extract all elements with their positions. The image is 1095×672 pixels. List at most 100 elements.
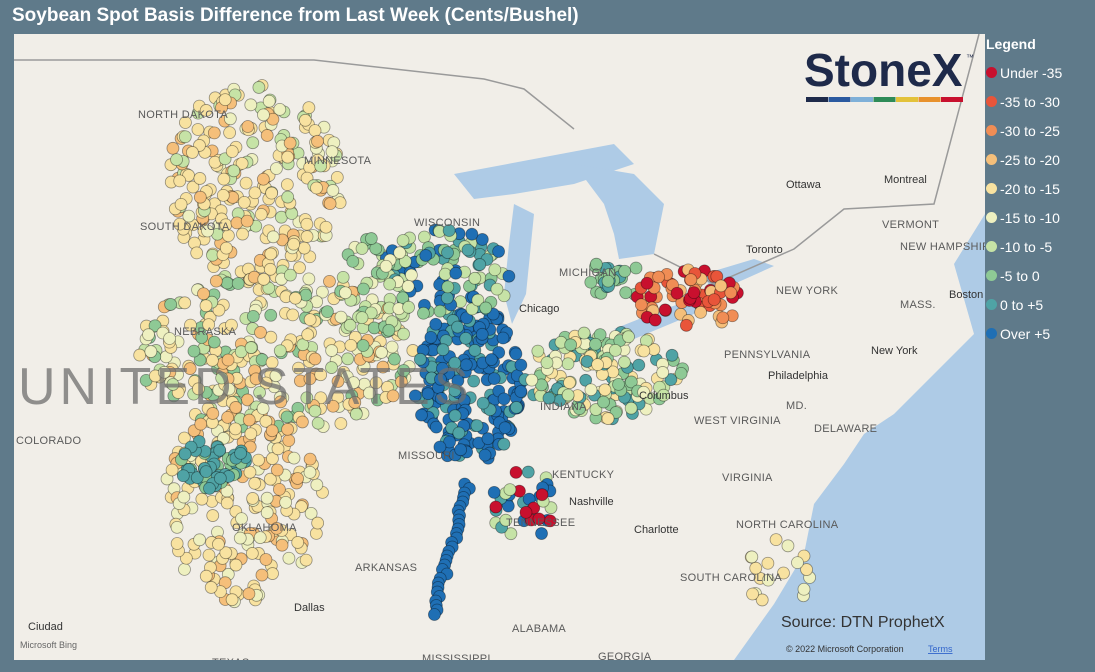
site-marker: [454, 443, 468, 457]
site-marker: [195, 492, 209, 506]
site-marker: [577, 326, 591, 340]
site-marker: [212, 537, 225, 551]
city-label: Ciudad: [28, 621, 63, 633]
site-marker: [280, 178, 294, 192]
logo-bar: [896, 97, 918, 102]
site-marker: [724, 286, 738, 300]
site-marker: [228, 422, 242, 436]
site-marker: [193, 172, 207, 185]
site-marker: [535, 527, 548, 540]
site-marker: [479, 301, 493, 315]
logo-bar: [828, 97, 851, 102]
site-marker: [761, 573, 775, 587]
site-marker: [248, 476, 262, 490]
site-marker: [178, 130, 192, 144]
site-marker: [176, 469, 190, 483]
site-marker: [598, 383, 612, 397]
city-label: Boston: [949, 289, 983, 301]
site-marker: [217, 431, 230, 445]
site-marker: [468, 343, 482, 357]
site-marker: [584, 275, 598, 289]
site-marker: [338, 286, 352, 300]
site-marker: [637, 385, 651, 399]
site-marker: [601, 274, 615, 288]
site-marker: [468, 271, 482, 285]
site-marker: [509, 465, 523, 479]
site-marker: [634, 298, 648, 312]
logo: StoneX: [804, 44, 963, 96]
site-marker: [714, 279, 728, 293]
site-marker: [260, 129, 274, 142]
site-marker: [280, 410, 294, 424]
site-marker: [791, 556, 804, 570]
site-marker: [755, 593, 769, 607]
site-marker: [201, 224, 214, 238]
legend-swatch: [986, 67, 997, 78]
site-marker: [288, 291, 302, 305]
site-marker: [170, 537, 184, 550]
site-marker: [502, 269, 516, 283]
site-marker: [273, 344, 287, 358]
site-marker: [331, 375, 345, 388]
site-marker: [509, 347, 523, 361]
site-marker: [652, 270, 666, 284]
city-label: Toronto: [746, 244, 783, 256]
site-marker: [396, 234, 410, 247]
site-marker: [498, 421, 512, 435]
site-marker: [334, 417, 348, 430]
site-marker: [749, 561, 763, 575]
site-marker: [397, 364, 411, 377]
site-marker: [448, 409, 462, 423]
site-marker: [421, 387, 435, 401]
legend-swatch: [986, 328, 997, 339]
site-marker: [163, 332, 176, 345]
logo-bar: [851, 97, 873, 102]
site-marker: [216, 188, 230, 202]
site-marker: [303, 372, 317, 386]
site-marker: [300, 217, 314, 231]
site-marker: [525, 373, 539, 387]
site-marker: [179, 116, 192, 129]
site-marker: [401, 280, 415, 293]
site-marker: [622, 330, 635, 344]
site-marker: [203, 482, 216, 495]
site-marker: [178, 296, 192, 310]
site-marker: [341, 352, 355, 366]
site-marker: [191, 123, 205, 136]
site-marker: [664, 373, 678, 386]
site-marker: [573, 402, 586, 416]
legend-label: -15 to -10: [1000, 209, 1060, 226]
site-marker: [503, 483, 517, 496]
site-marker: [519, 506, 533, 519]
site-marker: [656, 366, 670, 379]
site-marker: [492, 245, 505, 258]
site-marker: [777, 566, 790, 580]
site-marker: [428, 608, 441, 621]
state-label: MICHIGAN: [559, 267, 616, 279]
site-marker: [240, 214, 254, 228]
site-marker: [385, 340, 399, 354]
site-marker: [275, 538, 289, 552]
site-marker: [670, 286, 684, 300]
site-marker: [684, 273, 698, 287]
legend-swatch: [986, 125, 997, 136]
legend-swatch: [986, 241, 997, 252]
site-marker: [178, 447, 192, 461]
site-marker: [452, 426, 466, 440]
site-marker: [244, 98, 258, 112]
terms-link[interactable]: Terms: [928, 644, 953, 654]
site-marker: [266, 567, 279, 580]
site-marker: [246, 136, 260, 150]
site-marker: [323, 274, 336, 288]
site-marker: [220, 276, 234, 290]
site-marker: [459, 331, 473, 345]
legend-item: -5 to 0: [986, 261, 1062, 290]
state-label: DELAWARE: [814, 423, 877, 435]
site-marker: [260, 506, 274, 519]
site-marker: [589, 337, 602, 351]
site-marker: [262, 94, 276, 108]
site-marker: [637, 344, 651, 358]
site-marker: [405, 268, 418, 282]
logo-bar: [806, 97, 828, 102]
